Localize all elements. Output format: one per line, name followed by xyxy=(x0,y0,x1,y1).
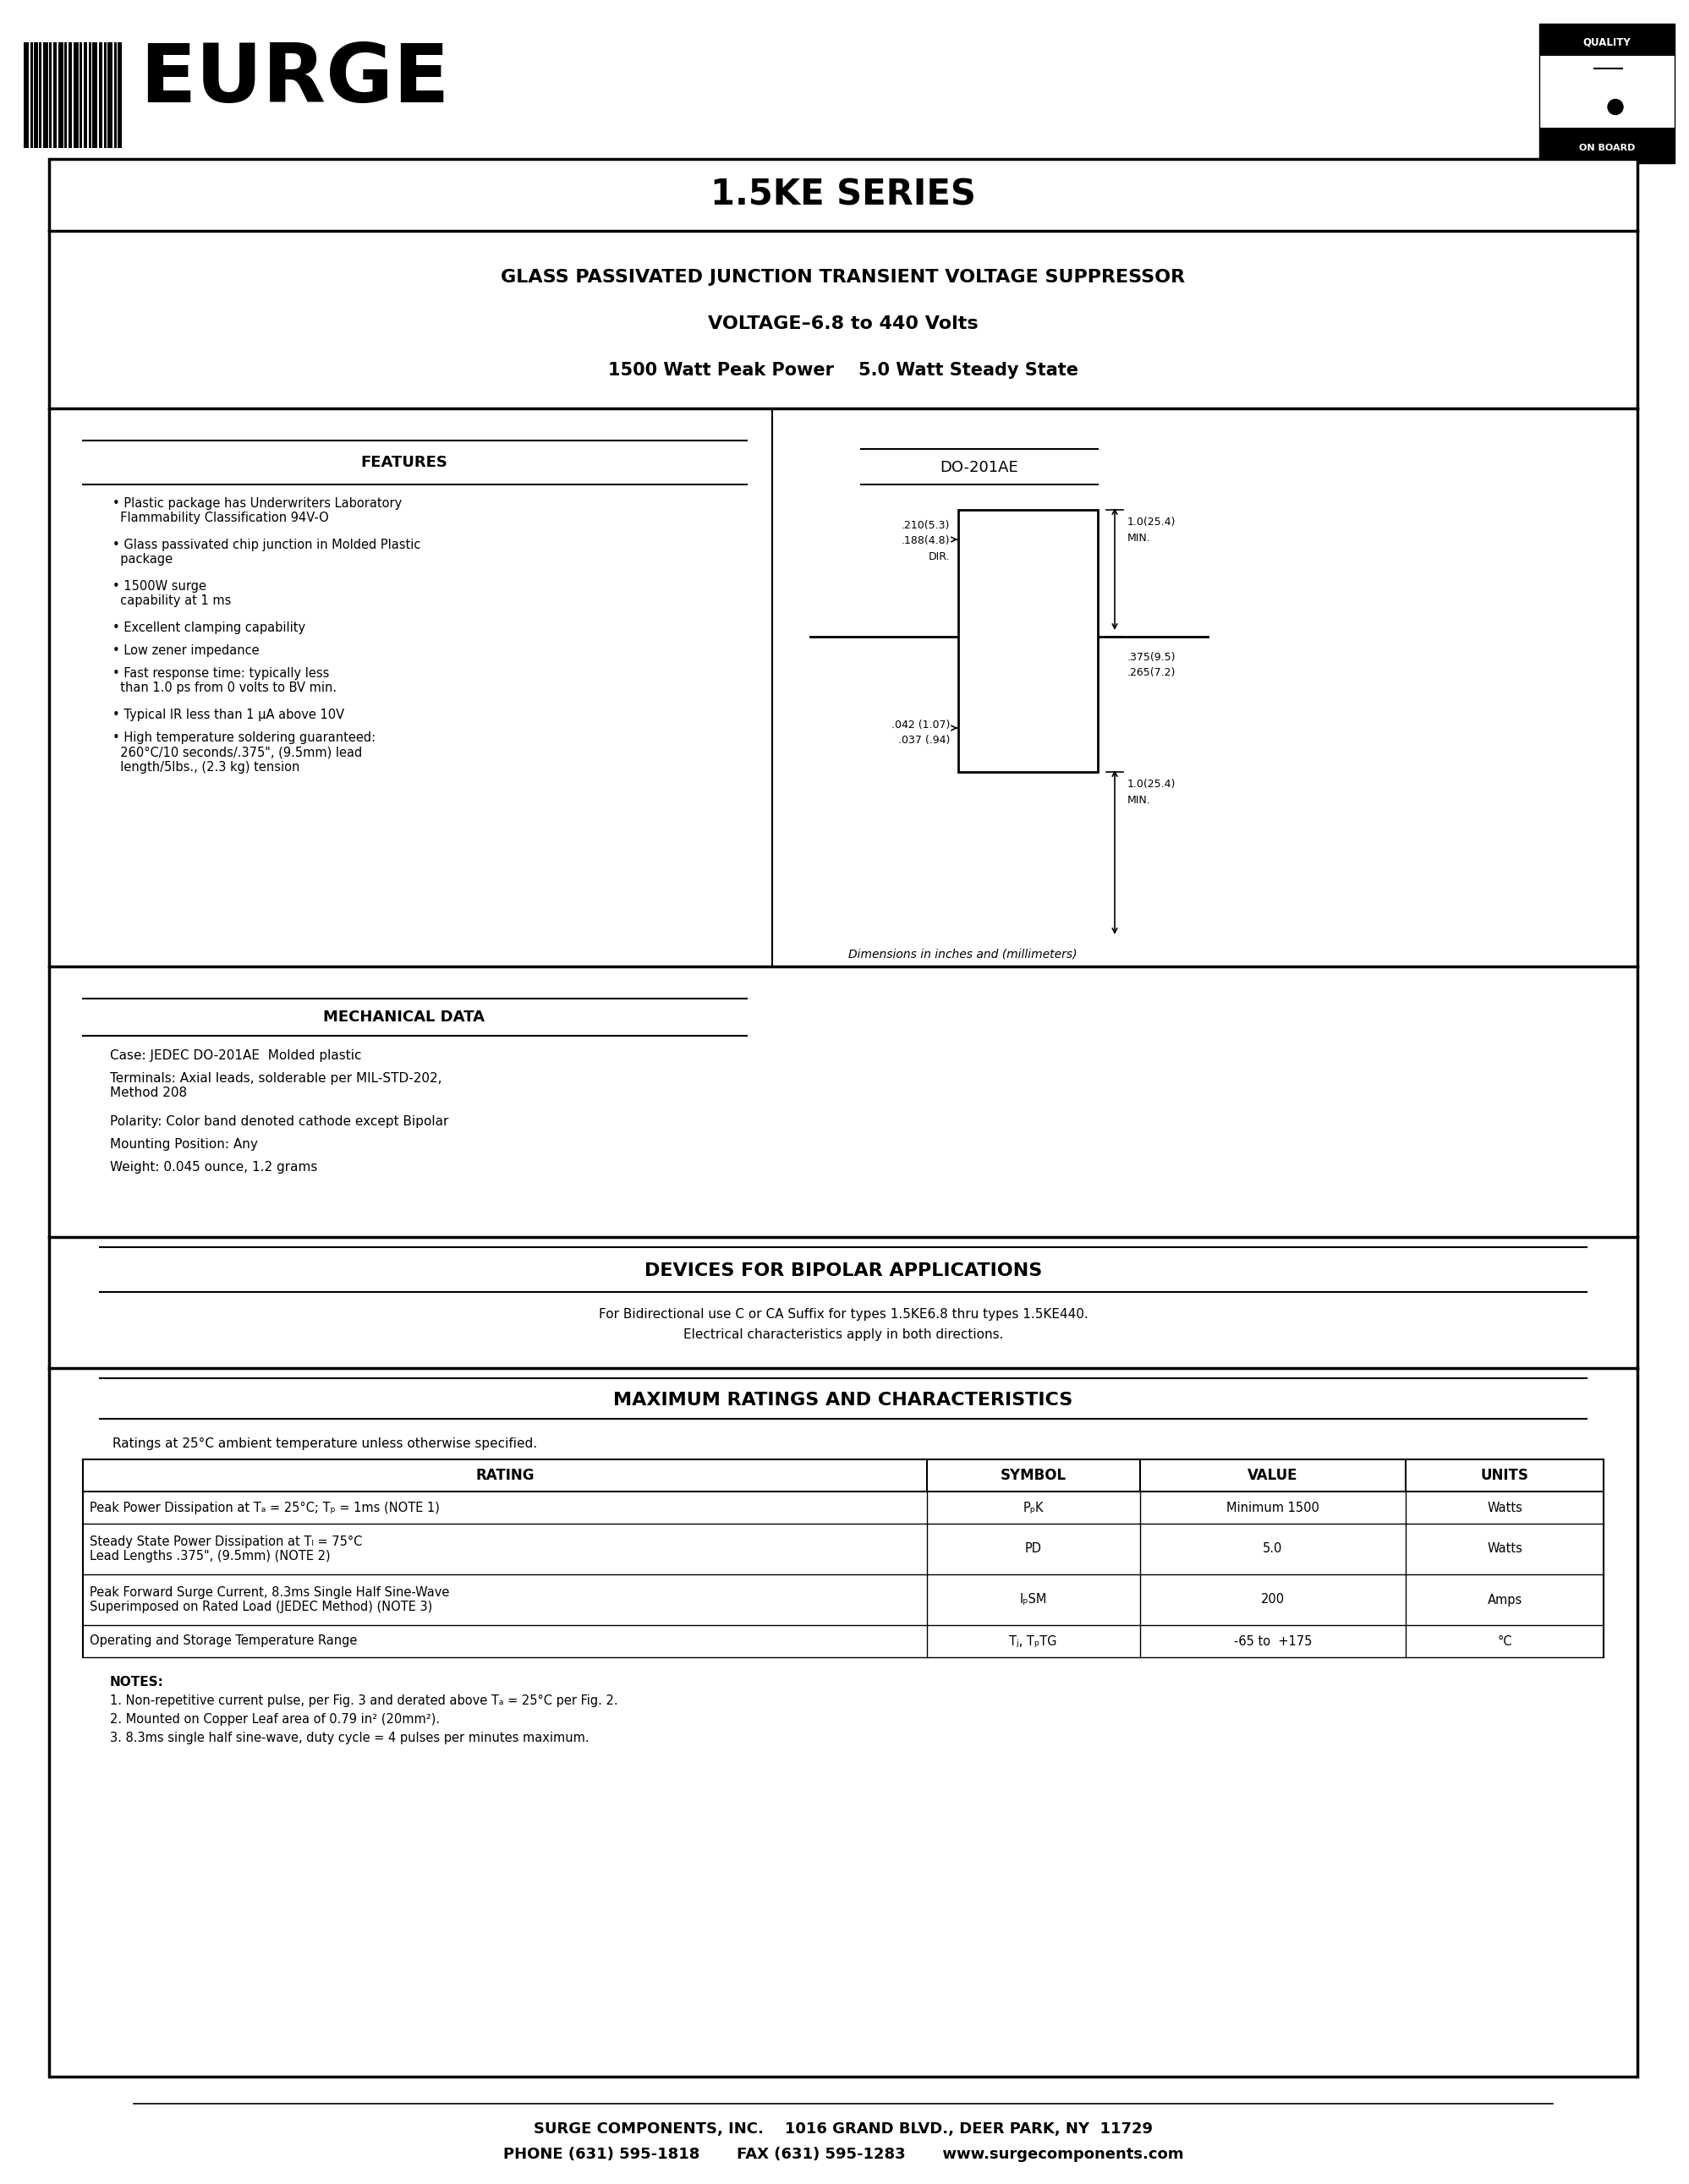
Bar xyxy=(1539,127,1674,164)
Text: .265(7.2): .265(7.2) xyxy=(1128,668,1176,679)
Bar xyxy=(98,41,103,149)
Text: ON BOARD: ON BOARD xyxy=(1579,144,1635,153)
Text: .037 (.94): .037 (.94) xyxy=(899,736,949,747)
Text: Mounting Position: Any: Mounting Position: Any xyxy=(110,1138,258,1151)
Text: 1.0(25.4): 1.0(25.4) xyxy=(1128,518,1176,529)
Text: 1.5KE SERIES: 1.5KE SERIES xyxy=(711,177,976,212)
Text: MAXIMUM RATINGS AND CHARACTERISTICS: MAXIMUM RATINGS AND CHARACTERISTICS xyxy=(613,1391,1073,1409)
Text: Watts: Watts xyxy=(1486,1500,1522,1514)
Text: • High temperature soldering guaranteed:
  260°C/10 seconds/.375", (9.5mm) lead
: • High temperature soldering guaranteed:… xyxy=(113,732,375,773)
Text: MIN.: MIN. xyxy=(1128,533,1150,544)
Text: Terminals: Axial leads, solderable per MIL-STD-202,
Method 208: Terminals: Axial leads, solderable per M… xyxy=(110,1072,443,1099)
Text: Watts: Watts xyxy=(1486,1542,1522,1555)
Text: .188(4.8): .188(4.8) xyxy=(902,535,949,546)
Bar xyxy=(1539,24,1674,164)
Bar xyxy=(108,41,113,149)
Text: VALUE: VALUE xyxy=(1248,1468,1297,1483)
Text: QUALITY: QUALITY xyxy=(1583,37,1632,48)
Text: Polarity: Color band denoted cathode except Bipolar: Polarity: Color band denoted cathode exc… xyxy=(110,1116,449,1127)
Bar xyxy=(1539,24,1674,57)
Text: 1500 Watt Peak Power    5.0 Watt Steady State: 1500 Watt Peak Power 5.0 Watt Steady Sta… xyxy=(608,363,1078,378)
Text: MIN.: MIN. xyxy=(1128,795,1150,806)
Text: DO-201AE: DO-201AE xyxy=(941,461,1018,476)
Text: 5.0: 5.0 xyxy=(1263,1542,1282,1555)
Text: 1. Non-repetitive current pulse, per Fig. 3 and derated above Tₐ = 25°C per Fig.: 1. Non-repetitive current pulse, per Fig… xyxy=(110,1695,618,1708)
Text: DEVICES FOR BIPOLAR APPLICATIONS: DEVICES FOR BIPOLAR APPLICATIONS xyxy=(645,1262,1042,1280)
Text: SURGE COMPONENTS, INC.    1016 GRAND BLVD., DEER PARK, NY  11729: SURGE COMPONENTS, INC. 1016 GRAND BLVD.,… xyxy=(534,2121,1154,2136)
Bar xyxy=(73,41,78,149)
Bar xyxy=(958,509,1098,771)
Text: °C: °C xyxy=(1498,1636,1512,1647)
Text: • Low zener impedance: • Low zener impedance xyxy=(113,644,260,657)
Text: DIR.: DIR. xyxy=(929,550,949,561)
Text: 2. Mounted on Copper Leaf area of 0.79 in² (20mm²).: 2. Mounted on Copper Leaf area of 0.79 i… xyxy=(110,1712,439,1725)
Bar xyxy=(68,41,73,149)
Text: • Fast response time: typically less
  than 1.0 ps from 0 volts to BV min.: • Fast response time: typically less tha… xyxy=(113,666,336,695)
Text: RATING: RATING xyxy=(476,1468,534,1483)
Text: -65 to  +175: -65 to +175 xyxy=(1233,1636,1312,1647)
Bar xyxy=(34,41,37,149)
Text: 200: 200 xyxy=(1262,1594,1285,1605)
Text: .375(9.5): .375(9.5) xyxy=(1128,653,1176,664)
Bar xyxy=(57,41,62,149)
Text: Peak Power Dissipation at Tₐ = 25°C; Tₚ = 1ms (NOTE 1): Peak Power Dissipation at Tₐ = 25°C; Tₚ … xyxy=(90,1500,439,1514)
Text: VOLTAGE–6.8 to 440 Volts: VOLTAGE–6.8 to 440 Volts xyxy=(708,314,978,332)
Text: • Glass passivated chip junction in Molded Plastic
  package: • Glass passivated chip junction in Mold… xyxy=(113,539,421,566)
Bar xyxy=(79,41,83,149)
Bar xyxy=(39,41,42,149)
Circle shape xyxy=(1608,98,1623,114)
Bar xyxy=(30,41,32,149)
Bar xyxy=(88,41,91,149)
Text: FEATURES: FEATURES xyxy=(361,454,448,470)
Text: • 1500W surge
  capability at 1 ms: • 1500W surge capability at 1 ms xyxy=(113,581,231,607)
Text: .042 (1.07): .042 (1.07) xyxy=(892,721,949,732)
Text: .210(5.3): .210(5.3) xyxy=(902,520,949,531)
Text: • Typical IR less than 1 μA above 10V: • Typical IR less than 1 μA above 10V xyxy=(113,708,345,721)
Bar xyxy=(64,41,68,149)
Text: PHONE (631) 595-1818       FAX (631) 595-1283       www.surgecomponents.com: PHONE (631) 595-1818 FAX (631) 595-1283 … xyxy=(503,2147,1184,2162)
Text: Weight: 0.045 ounce, 1.2 grams: Weight: 0.045 ounce, 1.2 grams xyxy=(110,1162,318,1173)
Bar xyxy=(103,41,106,149)
Text: Case: JEDEC DO-201AE  Molded plastic: Case: JEDEC DO-201AE Molded plastic xyxy=(110,1048,361,1061)
Bar xyxy=(113,41,117,149)
Text: PD: PD xyxy=(1025,1542,1042,1555)
Bar xyxy=(42,41,47,149)
Text: ЕURGE: ЕURGE xyxy=(140,41,449,120)
Text: Electrical characteristics apply in both directions.: Electrical characteristics apply in both… xyxy=(682,1328,1003,1341)
Text: Steady State Power Dissipation at Tₗ = 75°C
Lead Lengths .375", (9.5mm) (NOTE 2): Steady State Power Dissipation at Tₗ = 7… xyxy=(90,1535,363,1564)
Text: Operating and Storage Temperature Range: Operating and Storage Temperature Range xyxy=(90,1636,358,1647)
Text: NOTES:: NOTES: xyxy=(110,1675,164,1688)
Text: 1.0(25.4): 1.0(25.4) xyxy=(1128,780,1176,791)
Text: Ratings at 25°C ambient temperature unless otherwise specified.: Ratings at 25°C ambient temperature unle… xyxy=(113,1437,537,1450)
Bar xyxy=(118,41,122,149)
Text: For Bidirectional use C or CA Suffix for types 1.5KE6.8 thru types 1.5KE440.: For Bidirectional use C or CA Suffix for… xyxy=(598,1308,1088,1321)
Text: Dimensions in inches and (millimeters): Dimensions in inches and (millimeters) xyxy=(848,948,1078,959)
Bar xyxy=(49,41,52,149)
Text: • Plastic package has Underwriters Laboratory
  Flammability Classification 94V-: • Plastic package has Underwriters Labor… xyxy=(113,498,402,524)
Bar xyxy=(24,41,29,149)
Text: SYMBOL: SYMBOL xyxy=(1000,1468,1066,1483)
Text: UNITS: UNITS xyxy=(1481,1468,1529,1483)
Text: IₚSM: IₚSM xyxy=(1020,1594,1047,1605)
Bar xyxy=(52,41,57,149)
Text: Tⱼ, TₚTG: Tⱼ, TₚTG xyxy=(1010,1636,1057,1647)
Text: Peak Forward Surge Current, 8.3ms Single Half Sine-Wave
Superimposed on Rated Lo: Peak Forward Surge Current, 8.3ms Single… xyxy=(90,1586,449,1614)
Text: Amps: Amps xyxy=(1488,1594,1522,1605)
Bar xyxy=(83,41,88,149)
Text: GLASS PASSIVATED JUNCTION TRANSIENT VOLTAGE SUPPRESSOR: GLASS PASSIVATED JUNCTION TRANSIENT VOLT… xyxy=(502,269,1186,286)
Text: PₚK: PₚK xyxy=(1024,1500,1044,1514)
Bar xyxy=(49,159,1637,2077)
Text: 3. 8.3ms single half sine-wave, duty cycle = 4 pulses per minutes maximum.: 3. 8.3ms single half sine-wave, duty cyc… xyxy=(110,1732,589,1745)
Bar xyxy=(93,41,98,149)
Text: MECHANICAL DATA: MECHANICAL DATA xyxy=(324,1009,485,1024)
Text: Minimum 1500: Minimum 1500 xyxy=(1226,1500,1319,1514)
Text: • Excellent clamping capability: • Excellent clamping capability xyxy=(113,622,306,633)
